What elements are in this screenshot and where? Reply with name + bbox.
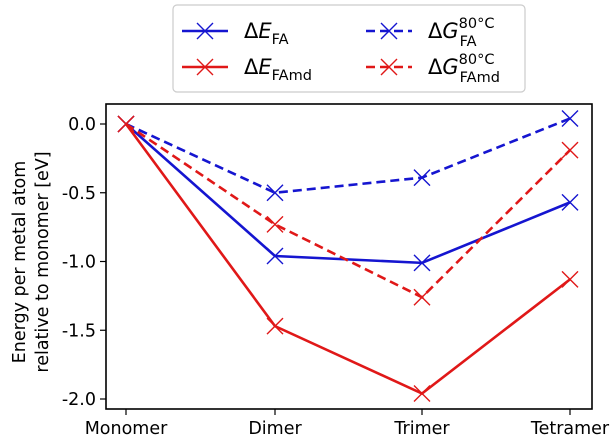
legend-entry: ΔEFAmd — [182, 55, 312, 84]
legend-label: ΔG80°C FAmd — [428, 52, 500, 86]
series-line — [124, 123, 571, 396]
y-tick-label: -1.5 — [62, 321, 96, 341]
legend-box — [172, 4, 526, 93]
data-point — [413, 254, 431, 272]
legend-label: ΔG80°C FA — [428, 16, 494, 50]
legend-label: ΔEFAmd — [244, 55, 312, 84]
x-axis: Monomer Dimer Trimer Tetramer — [85, 409, 610, 436]
plot-frame — [105, 103, 593, 410]
data-point — [413, 385, 431, 402]
data-point — [266, 317, 284, 335]
data-point — [561, 110, 579, 127]
x-tick-label: Dimer — [248, 419, 302, 436]
series-fa-dg — [117, 110, 579, 202]
legend-marker — [196, 58, 214, 76]
series-famd-de — [117, 115, 579, 402]
y-axis-label-line1: Energy per metal atom — [10, 161, 30, 364]
legend-entry: ΔG80°C FA — [366, 16, 494, 50]
plot-area — [105, 103, 593, 410]
series-fa-de — [117, 115, 579, 272]
legend-label: ΔEFA — [244, 19, 289, 48]
series-famd-dg — [117, 115, 579, 306]
legend-marker — [380, 22, 398, 40]
data-point — [117, 115, 135, 133]
y-axis: 0.0 -0.5 -1.0 -1.5 -2.0 — [62, 115, 106, 410]
legend-marker — [196, 22, 214, 40]
data-point — [413, 288, 431, 306]
y-tick-label: -1.0 — [62, 253, 96, 273]
data-point — [561, 193, 579, 211]
series-line — [125, 122, 571, 299]
x-tick-label: Trimer — [393, 419, 450, 436]
y-tick-label: 0.0 — [68, 115, 96, 135]
legend-entry: ΔG80°C FAmd — [366, 52, 500, 86]
legend-entry: ΔEFA — [182, 19, 289, 48]
x-tick-label: Monomer — [85, 419, 168, 436]
y-tick-label: -2.0 — [62, 390, 96, 410]
y-axis-label-line2: relative to monomer [eV] — [33, 151, 53, 372]
data-point — [266, 247, 284, 265]
data-point — [561, 270, 579, 288]
data-point — [561, 141, 579, 159]
data-point — [413, 169, 431, 187]
legend-marker — [380, 58, 398, 76]
x-tick-label: Tetramer — [530, 419, 610, 436]
data-point — [266, 215, 284, 233]
series-line — [125, 123, 571, 265]
data-point — [266, 184, 284, 202]
y-tick-label: -0.5 — [62, 184, 96, 204]
